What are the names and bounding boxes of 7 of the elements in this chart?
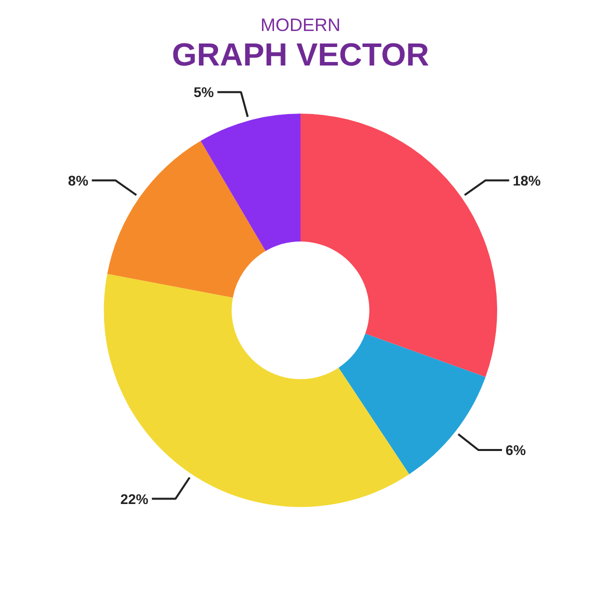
chart-title: GRAPH VECTOR — [172, 36, 430, 73]
data-label: 22% — [120, 490, 149, 507]
data-label: 6% — [506, 442, 526, 458]
chart-subtitle: MODERN — [260, 15, 340, 36]
data-label: 8% — [68, 172, 89, 188]
data-label: 18% — [512, 172, 542, 188]
data-label: 5% — [194, 84, 214, 100]
